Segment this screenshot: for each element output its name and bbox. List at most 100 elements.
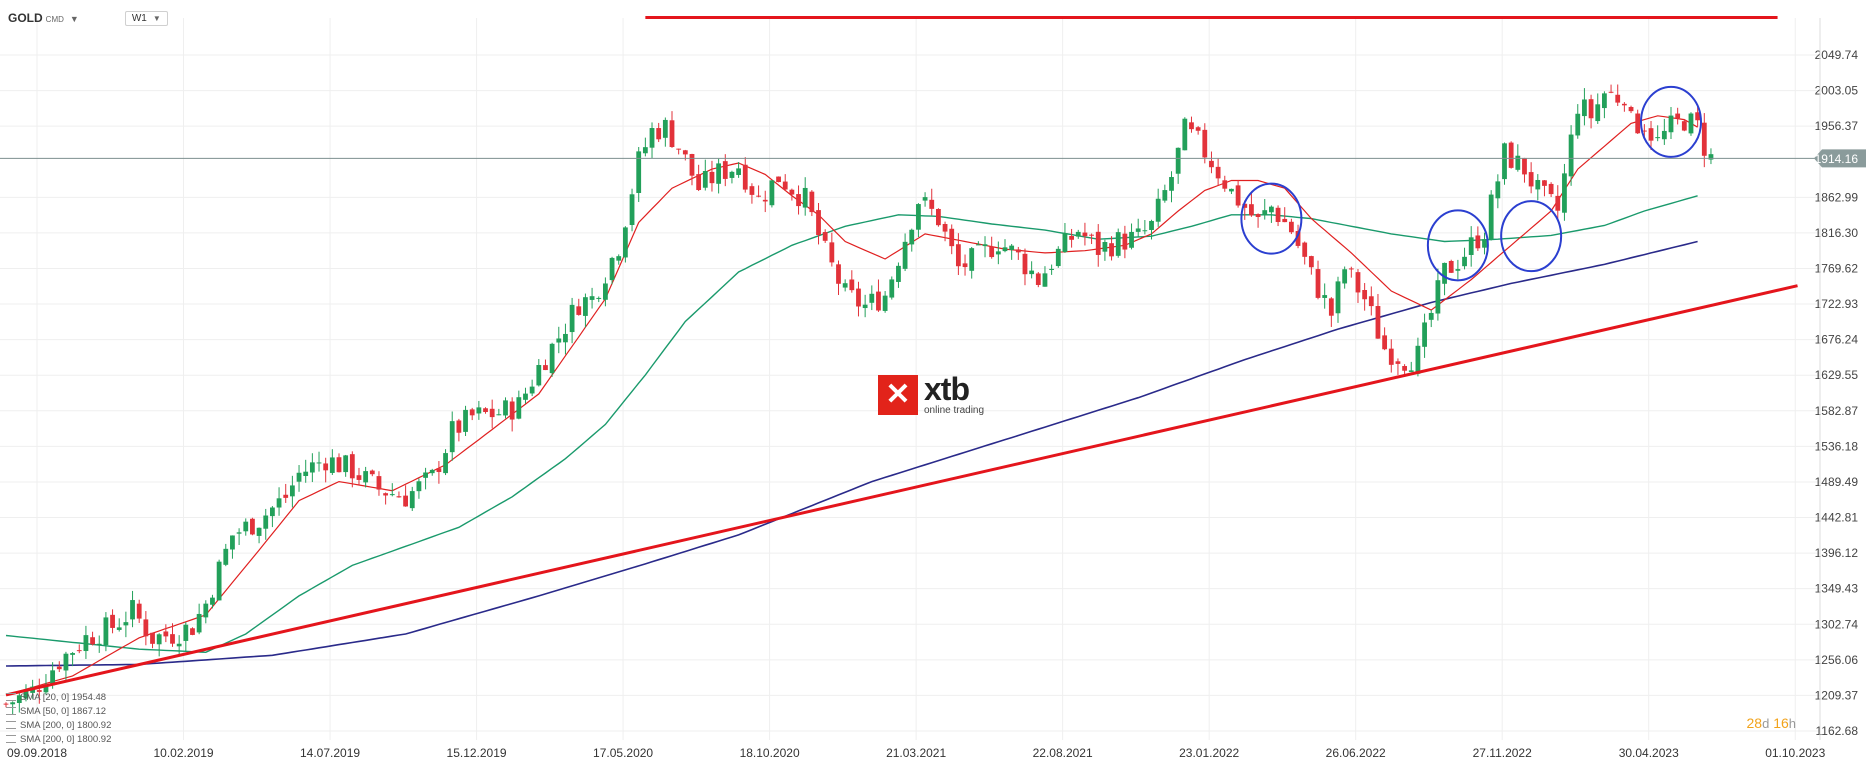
- menu-icon: [6, 735, 16, 743]
- candle-body: [689, 154, 695, 176]
- candle: [1608, 84, 1614, 94]
- candle-body: [289, 485, 295, 497]
- candle: [1688, 112, 1694, 136]
- y-tick-label: 1256.06: [1815, 653, 1859, 667]
- candle-body: [682, 150, 688, 155]
- candle: [289, 475, 295, 508]
- x-tick-label: 30.04.2023: [1619, 746, 1679, 760]
- candle-body: [1488, 194, 1494, 240]
- candle: [842, 279, 848, 292]
- candle-body: [836, 264, 841, 284]
- chevron-down-icon: ▼: [152, 13, 161, 23]
- candle-body: [969, 248, 975, 271]
- candle: [1055, 246, 1061, 268]
- candle-body: [736, 168, 741, 175]
- candle: [909, 228, 915, 252]
- candle-body: [982, 244, 988, 247]
- candle-body: [96, 643, 102, 646]
- trendline-overlays: [0, 15, 1820, 697]
- candle: [1668, 107, 1674, 140]
- candle: [1415, 337, 1421, 377]
- candle: [1655, 125, 1661, 142]
- candle: [1695, 106, 1701, 127]
- candle-body: [230, 535, 235, 550]
- candle-body: [916, 204, 921, 230]
- candle-body: [1095, 231, 1101, 255]
- candle: [1475, 226, 1481, 251]
- candle: [230, 535, 235, 559]
- candle-body: [1222, 180, 1228, 189]
- candle: [1542, 180, 1547, 197]
- candle: [1202, 123, 1208, 164]
- y-tick-label: 1722.93: [1815, 297, 1859, 311]
- candle-body: [869, 293, 875, 303]
- candle-body: [1135, 228, 1141, 232]
- timeframe-selector[interactable]: W1 ▼: [124, 10, 168, 26]
- candle: [463, 405, 468, 436]
- candle: [263, 508, 269, 540]
- candle-body: [1202, 129, 1208, 158]
- candle-body: [589, 296, 595, 300]
- candle: [369, 469, 375, 477]
- candle: [1135, 218, 1141, 237]
- candle: [416, 478, 422, 499]
- candle-body: [63, 653, 69, 671]
- candle-body: [183, 624, 189, 641]
- legend-item[interactable]: SMA [200, 0] 1800.92: [6, 732, 111, 746]
- candlestick-series: [3, 84, 1714, 715]
- candle: [1015, 246, 1021, 260]
- candle-body: [483, 408, 488, 413]
- symbol-selector[interactable]: GOLD CMD ▼: [8, 11, 79, 25]
- candle-body: [789, 189, 795, 195]
- candle-body: [729, 171, 735, 178]
- candle: [1328, 297, 1334, 327]
- candle-body: [423, 472, 428, 478]
- y-tick-label: 1676.24: [1815, 333, 1859, 347]
- candle: [1508, 141, 1514, 169]
- candle-body: [1562, 173, 1567, 213]
- candle-body: [1149, 220, 1154, 230]
- candle-body: [469, 409, 475, 416]
- candle-body: [882, 295, 888, 311]
- legend-item[interactable]: SMA [20, 0] 1954.48: [6, 690, 111, 704]
- legend-item[interactable]: SMA [50, 0] 1867.12: [6, 704, 111, 718]
- candle-body: [1295, 231, 1301, 246]
- candle: [1641, 124, 1647, 138]
- candle: [489, 399, 495, 429]
- candle-body: [1608, 91, 1614, 93]
- candle-body: [70, 653, 75, 655]
- candle-body: [876, 291, 881, 311]
- candle-body: [716, 163, 722, 184]
- symbol-name: GOLD: [8, 11, 43, 25]
- candle: [10, 701, 16, 715]
- candle: [896, 262, 901, 288]
- candle-body: [955, 244, 961, 267]
- timeframe-value: W1: [131, 12, 147, 24]
- legend-item[interactable]: SMA [200, 0] 1800.92: [6, 718, 111, 732]
- candle-body: [696, 174, 702, 191]
- moving-averages: [5, 115, 1698, 696]
- candle: [702, 159, 708, 191]
- x-tick-label: 09.09.2018: [7, 746, 67, 760]
- candle: [1502, 142, 1507, 185]
- candle: [1175, 147, 1181, 184]
- candle-body: [1542, 180, 1547, 186]
- candle: [1209, 151, 1214, 174]
- candle: [1229, 188, 1234, 195]
- candle-body: [323, 463, 329, 471]
- candle: [70, 652, 75, 667]
- candle-body: [343, 455, 349, 473]
- candle: [103, 612, 109, 652]
- candle-body: [83, 635, 89, 652]
- current-price-tag: [1814, 149, 1866, 168]
- candle: [716, 158, 722, 194]
- candle-body: [1215, 166, 1221, 179]
- y-tick-label: 1162.68: [1816, 724, 1859, 738]
- candle-body: [223, 548, 229, 565]
- candle-body: [609, 257, 615, 281]
- candle: [1035, 272, 1041, 288]
- candle-body: [449, 421, 455, 453]
- candle-body: [596, 297, 602, 299]
- candle: [56, 661, 62, 673]
